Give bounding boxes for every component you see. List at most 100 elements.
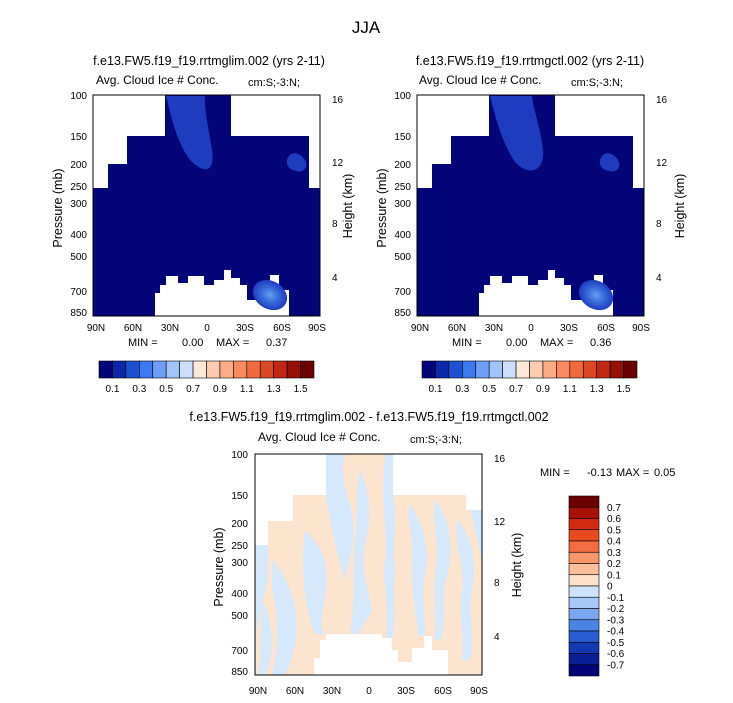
colorbar-label: 0.1 bbox=[428, 384, 442, 395]
colorbar-label: 0.1 bbox=[105, 384, 119, 395]
colorbar-swatch bbox=[568, 506, 600, 519]
y-right-tick-label: 16 bbox=[332, 95, 344, 106]
colorbar-label: 0.3 bbox=[455, 384, 469, 395]
panel-1: f.e13.FW5.f19_f19.rrtmglim.002 (yrs 2-11… bbox=[51, 54, 355, 395]
y-right-tick-label: 12 bbox=[332, 158, 344, 169]
panel-3-y-ticks: 100 150 200 250 300 400 500 700 850 bbox=[231, 450, 248, 678]
colorbar-label: 0.5 bbox=[159, 384, 173, 395]
y-right-tick-label: 4 bbox=[494, 632, 500, 643]
colorbar-label: -0.2 bbox=[607, 604, 625, 615]
colorbar-swatch bbox=[435, 360, 450, 379]
colorbar-swatch bbox=[568, 608, 600, 621]
colorbar-label: 1.5 bbox=[617, 384, 631, 395]
colorbar-swatch bbox=[623, 360, 638, 379]
min-value: -0.13 bbox=[587, 467, 612, 479]
colorbar-swatch bbox=[192, 360, 207, 379]
y-tick-label: 300 bbox=[70, 199, 87, 210]
x-tick-label: 30N bbox=[485, 323, 503, 334]
panel-1-y-right-ticks: 16 12 8 4 bbox=[332, 95, 344, 284]
panel-2-x-ticks: 90N 60N 30N 0 30S 60S 90S bbox=[411, 323, 650, 334]
panel-2-lower-core bbox=[578, 279, 614, 311]
min-label: MIN = bbox=[540, 467, 570, 479]
colorbar-swatch bbox=[568, 619, 600, 632]
colorbar-swatch bbox=[596, 360, 611, 379]
max-label: MAX = bbox=[216, 337, 249, 349]
colorbar-swatch bbox=[529, 360, 544, 379]
x-tick-label: 30N bbox=[161, 323, 179, 334]
y-tick-label: 850 bbox=[70, 308, 87, 319]
colorbar-swatch bbox=[233, 360, 248, 379]
panel-1-x-ticks: 90N 60N 30N 0 30S 60S 90S bbox=[87, 323, 326, 334]
colorbar-label: -0.4 bbox=[607, 627, 625, 638]
panel-2-data-field bbox=[417, 95, 644, 316]
panel-3-colorbar: 0.70.60.50.40.30.20.10-0.1-0.2-0.3-0.4-0… bbox=[568, 495, 625, 677]
colorbar-label: 0.3 bbox=[607, 548, 621, 559]
y-right-tick-label: 12 bbox=[494, 517, 506, 528]
colorbar-label: 0.3 bbox=[132, 384, 146, 395]
x-tick-label: 90S bbox=[470, 686, 488, 697]
colorbar-swatch bbox=[515, 360, 530, 379]
panel-2-colorbar: 0.1 0.3 0.5 0.7 0.9 1.1 1.3 1.5 bbox=[421, 360, 638, 395]
y-tick-label: 250 bbox=[231, 541, 248, 552]
colorbar-label: 1.3 bbox=[590, 384, 604, 395]
min-label: MIN = bbox=[128, 337, 158, 349]
max-label: MAX = bbox=[616, 467, 649, 479]
colorbar-swatch bbox=[179, 360, 194, 379]
panel-1-ylabel: Pressure (mb) bbox=[51, 168, 65, 247]
colorbar-swatch bbox=[609, 360, 624, 379]
panel-2-plot-area bbox=[416, 94, 645, 317]
colorbar-label: 0.5 bbox=[607, 525, 621, 536]
colorbar-swatch bbox=[448, 360, 463, 379]
y-tick-label: 400 bbox=[394, 230, 411, 241]
y-tick-label: 100 bbox=[231, 450, 248, 461]
colorbar-swatch bbox=[165, 360, 180, 379]
colorbar-swatch bbox=[568, 518, 600, 531]
colorbar-label: 1.1 bbox=[563, 384, 577, 395]
colorbar-swatch bbox=[569, 360, 584, 379]
panel-2-upper-right-contour bbox=[599, 153, 620, 172]
y-tick-label: 300 bbox=[231, 558, 248, 569]
y-tick-label: 250 bbox=[394, 182, 411, 193]
panel-2-title: f.e13.FW5.f19_f19.rrtmgctl.002 (yrs 2-11… bbox=[416, 54, 644, 68]
colorbar-swatch bbox=[568, 641, 600, 654]
panel-1-stats: MIN = 0.00 MAX = 0.37 bbox=[128, 337, 287, 349]
x-tick-label: 90S bbox=[632, 323, 650, 334]
panel-2-upper-contour bbox=[490, 96, 544, 171]
colorbar-swatch bbox=[475, 360, 490, 379]
y-tick-label: 250 bbox=[70, 182, 87, 193]
colorbar-label: 1.5 bbox=[294, 384, 308, 395]
y-tick-label: 150 bbox=[70, 132, 87, 143]
y-tick-label: 300 bbox=[394, 199, 411, 210]
panel-2: f.e13.FW5.f19_f19.rrtmgctl.002 (yrs 2-11… bbox=[375, 54, 687, 395]
colorbar-label: 0.7 bbox=[186, 384, 200, 395]
colorbar-label: 0.2 bbox=[607, 559, 621, 570]
colorbar-swatch bbox=[112, 360, 127, 379]
colorbar-swatch bbox=[568, 596, 600, 609]
panel-1-data-field bbox=[93, 95, 320, 316]
colorbar-swatch bbox=[259, 360, 274, 379]
colorbar-swatch bbox=[568, 585, 600, 598]
y-tick-label: 500 bbox=[394, 252, 411, 263]
y-right-tick-label: 8 bbox=[494, 578, 500, 589]
x-tick-label: 30N bbox=[323, 686, 341, 697]
y-tick-label: 200 bbox=[231, 519, 248, 530]
x-tick-label: 90N bbox=[87, 323, 105, 334]
min-label: MIN = bbox=[452, 337, 482, 349]
x-tick-label: 60N bbox=[124, 323, 142, 334]
x-tick-label: 30S bbox=[397, 686, 415, 697]
panel-3-title: f.e13.FW5.f19_f19.rrtmglim.002 - f.e13.F… bbox=[189, 410, 548, 424]
y-right-tick-label: 8 bbox=[656, 219, 662, 230]
panel-2-stats: MIN = 0.00 MAX = 0.36 bbox=[452, 337, 611, 349]
colorbar-swatch bbox=[286, 360, 301, 379]
y-tick-label: 200 bbox=[70, 160, 87, 171]
y-tick-label: 200 bbox=[394, 160, 411, 171]
panel-1-upper-right-contour bbox=[286, 153, 307, 172]
colorbar-swatch bbox=[568, 630, 600, 643]
x-tick-label: 60S bbox=[273, 323, 291, 334]
panel-1-colorbar: 0.1 0.3 0.5 0.7 0.9 1.1 1.3 1.5 bbox=[98, 360, 315, 395]
figure-title: JJA bbox=[352, 18, 381, 37]
y-right-tick-label: 16 bbox=[656, 95, 668, 106]
y-tick-label: 100 bbox=[70, 91, 87, 102]
y-tick-label: 150 bbox=[231, 491, 248, 502]
